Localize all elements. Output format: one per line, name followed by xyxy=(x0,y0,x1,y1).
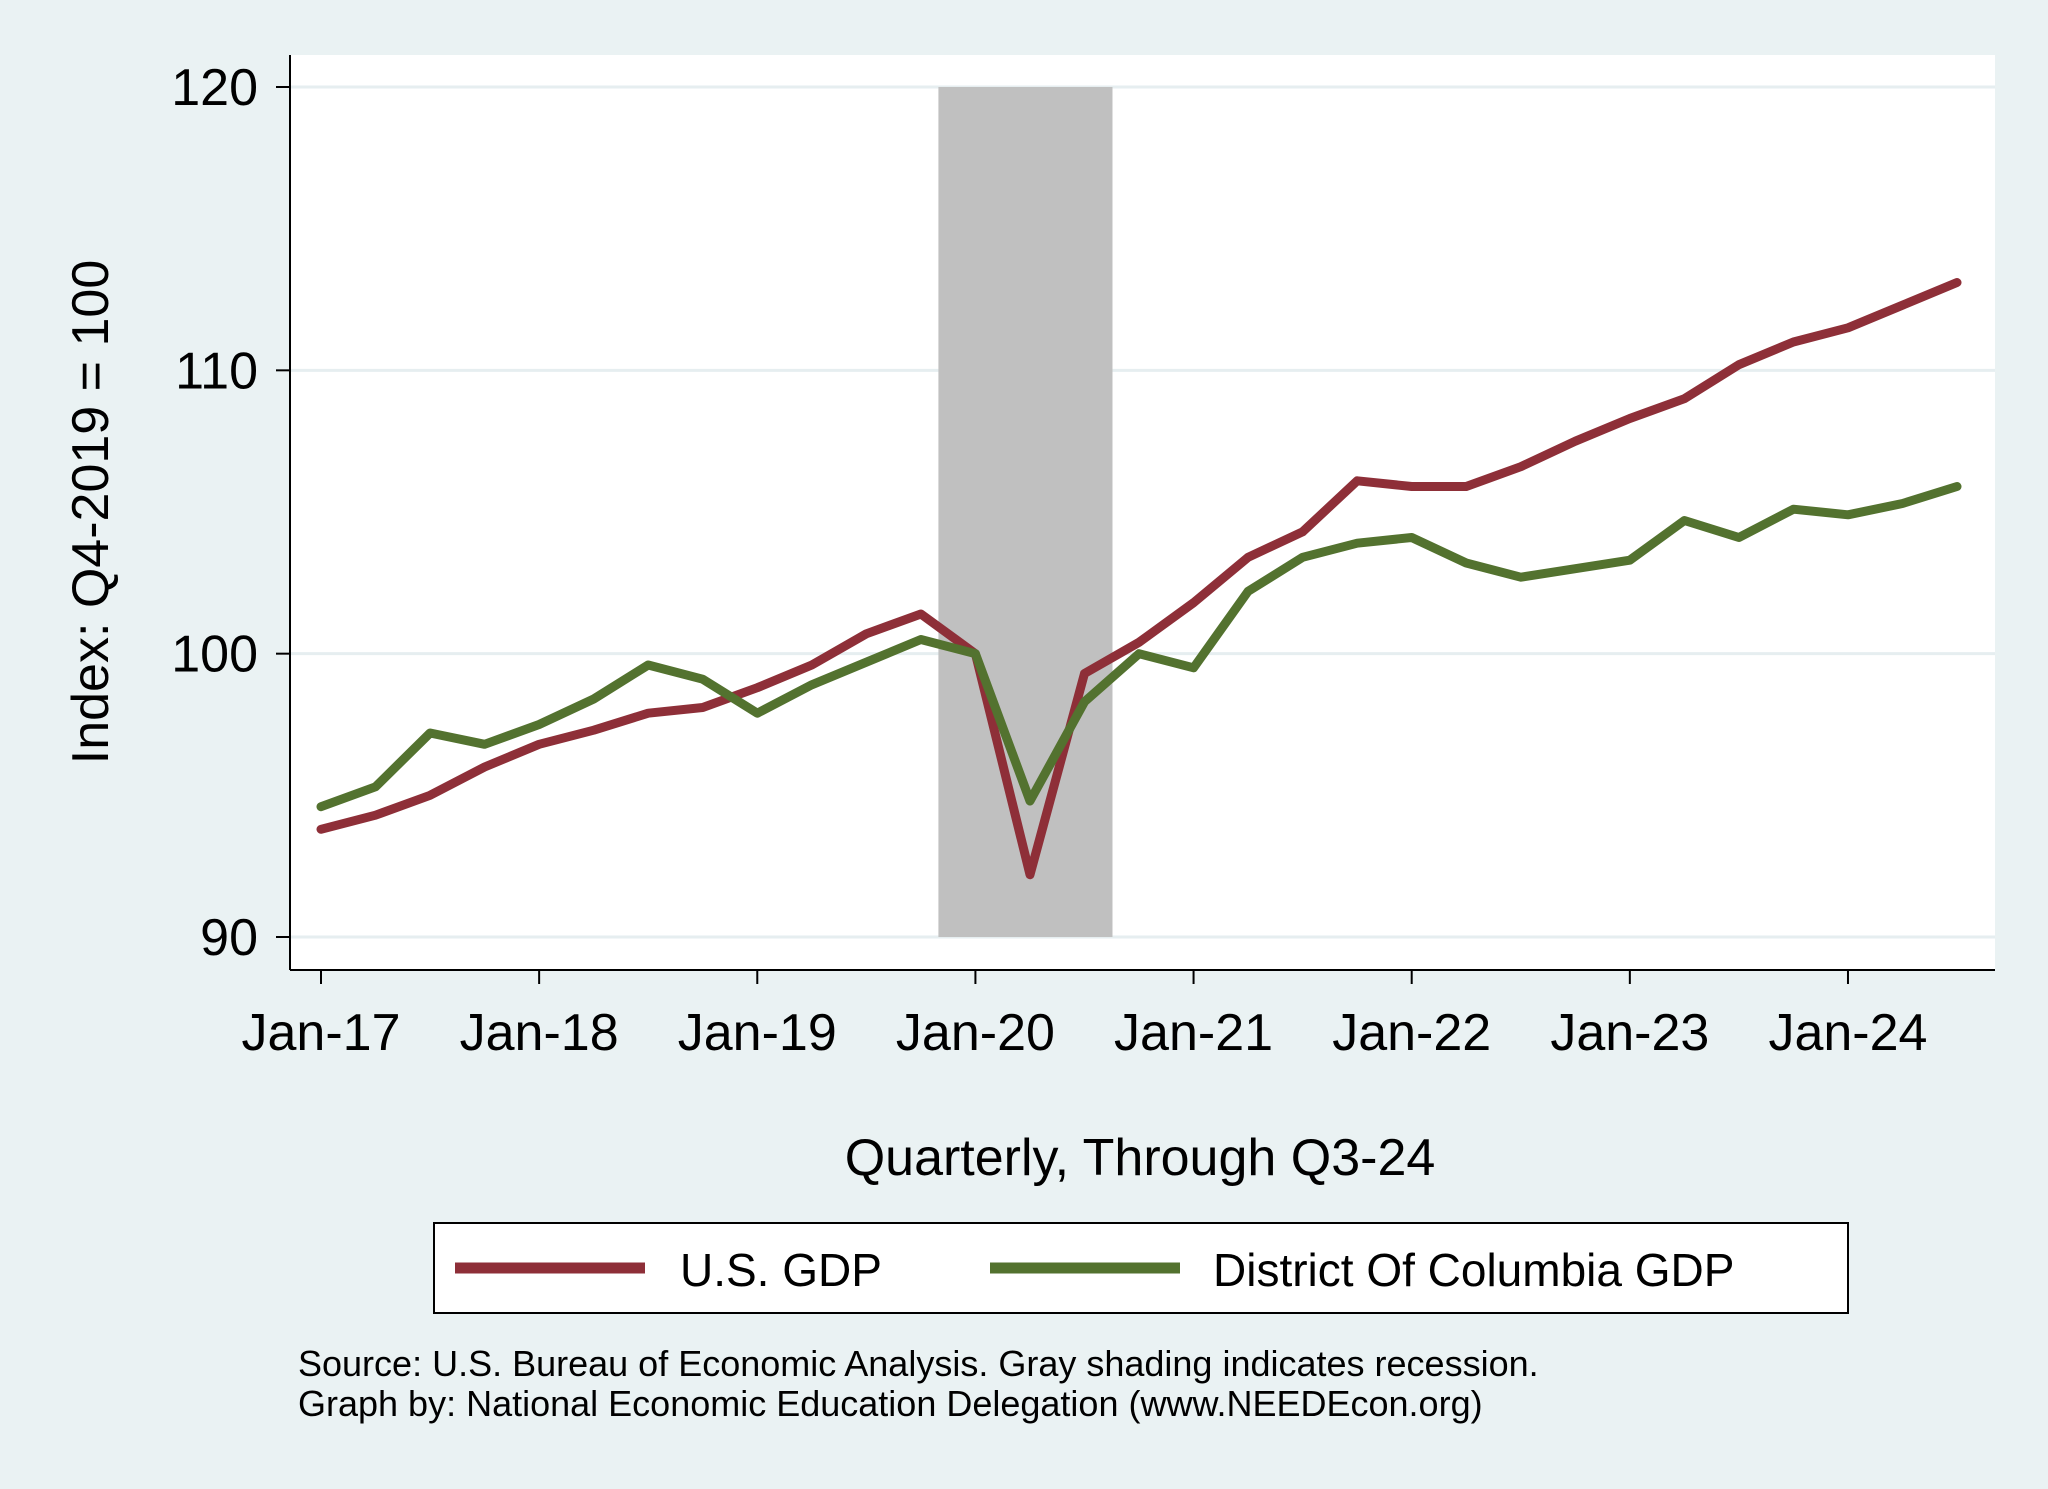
legend: U.S. GDP District Of Columbia GDP xyxy=(433,1222,1849,1314)
x-tick-label: Jan-23 xyxy=(1550,1004,1709,1062)
x-tick-labels: Jan-17 Jan-18 Jan-19 Jan-20 Jan-21 Jan-22 Jan-… xyxy=(242,970,1927,1062)
x-tick-label: Jan-20 xyxy=(896,1004,1055,1062)
y-tick-label: 120 xyxy=(171,59,258,117)
dc-gdp-line xyxy=(316,482,1962,812)
x-tick-label: Jan-24 xyxy=(1768,1004,1927,1062)
plot-area xyxy=(290,55,1995,970)
axes xyxy=(289,55,1995,971)
series-lines xyxy=(316,278,1962,880)
recession-shading xyxy=(938,87,1113,937)
source-note: Source: U.S. Bureau of Economic Analysis… xyxy=(298,1343,1539,1384)
legend-label-dc-gdp: District Of Columbia GDP xyxy=(1213,1244,1734,1296)
x-tick-label: Jan-21 xyxy=(1114,1004,1273,1062)
x-axis-title: Quarterly, Through Q3-24 xyxy=(845,1129,1436,1187)
x-tick-label: Jan-18 xyxy=(460,1004,619,1062)
y-axis-title: Index: Q4-2019 = 100 xyxy=(62,260,120,765)
x-tick-label: Jan-19 xyxy=(678,1004,837,1062)
x-tick-label: Jan-22 xyxy=(1332,1004,1491,1062)
y-tick-label: 90 xyxy=(200,909,258,967)
x-tick-label: Jan-17 xyxy=(242,1004,401,1062)
legend-label-us-gdp: U.S. GDP xyxy=(680,1244,882,1296)
y-tick-labels: 90 100 110 120 xyxy=(171,59,290,967)
recession-shading-layer xyxy=(938,87,1113,937)
us-gdp-line xyxy=(316,278,1962,880)
y-tick-label: 100 xyxy=(171,626,258,684)
credit-note: Graph by: National Economic Education De… xyxy=(298,1383,1483,1424)
y-tick-label: 110 xyxy=(175,342,258,400)
